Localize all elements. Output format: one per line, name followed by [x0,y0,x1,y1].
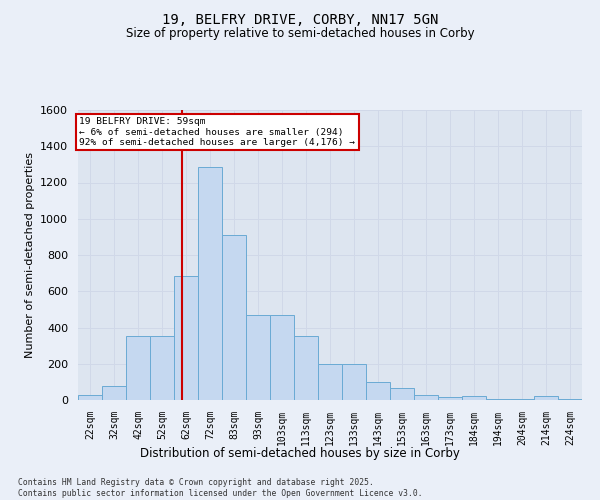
Bar [366,382,390,400]
Bar [198,167,222,400]
Bar [102,386,126,400]
Bar [534,396,558,400]
Bar [270,315,294,400]
Bar [150,336,174,400]
Bar [414,396,438,400]
Bar [558,399,582,400]
Bar [342,364,366,400]
Bar [462,396,486,400]
Bar [222,235,246,400]
Bar [126,336,150,400]
Bar [486,399,510,400]
Text: Size of property relative to semi-detached houses in Corby: Size of property relative to semi-detach… [125,28,475,40]
Bar [438,398,462,400]
Text: Distribution of semi-detached houses by size in Corby: Distribution of semi-detached houses by … [140,448,460,460]
Y-axis label: Number of semi-detached properties: Number of semi-detached properties [25,152,35,358]
Bar [78,396,102,400]
Bar [390,388,414,400]
Bar [294,336,318,400]
Text: 19 BELFRY DRIVE: 59sqm
← 6% of semi-detached houses are smaller (294)
92% of sem: 19 BELFRY DRIVE: 59sqm ← 6% of semi-deta… [79,117,355,147]
Bar [510,399,534,400]
Bar [174,276,198,400]
Text: Contains HM Land Registry data © Crown copyright and database right 2025.
Contai: Contains HM Land Registry data © Crown c… [18,478,422,498]
Bar [246,315,270,400]
Text: 19, BELFRY DRIVE, CORBY, NN17 5GN: 19, BELFRY DRIVE, CORBY, NN17 5GN [162,12,438,26]
Bar [318,364,342,400]
